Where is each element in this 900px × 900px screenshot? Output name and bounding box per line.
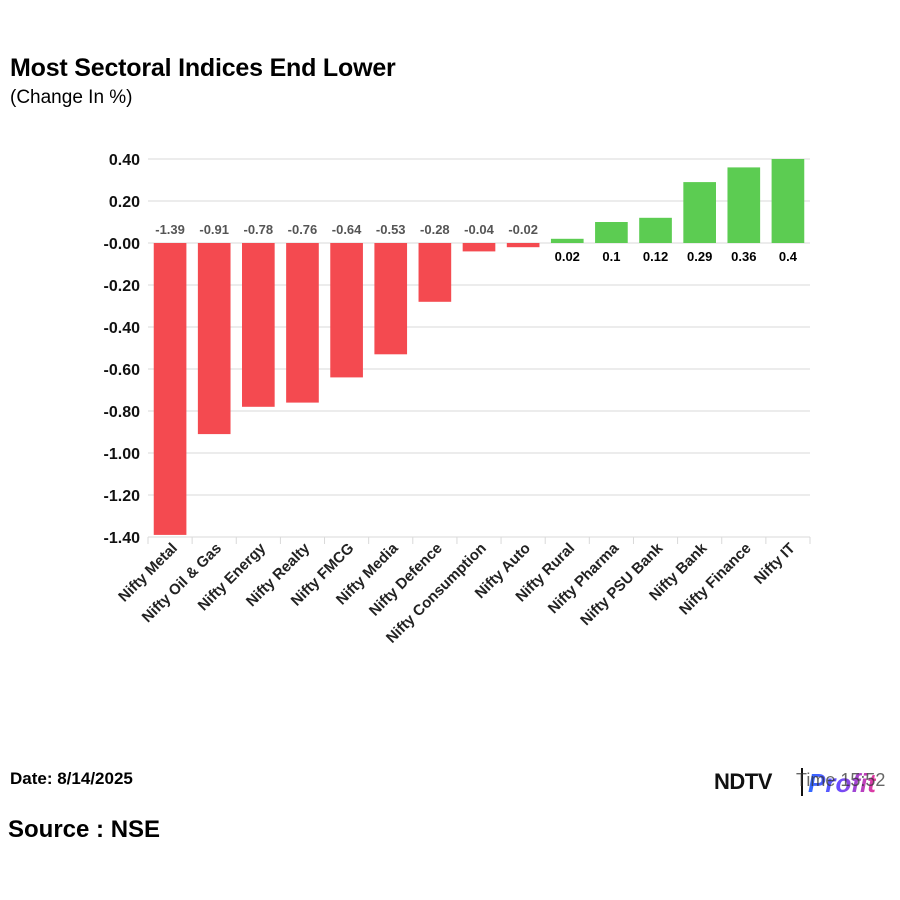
y-tick-label: -0.80 [104,404,141,421]
profit-logo-text: Profit [808,768,876,798]
source-label: Source : NSE [8,816,161,843]
ndtv-profit-logo: NDTV Profit Time 15:52 [714,766,894,798]
bar [639,217,672,243]
bar [771,159,805,243]
bar [727,167,761,243]
y-tick-label: -0.60 [104,362,141,379]
data-label: -0.53 [376,222,406,237]
y-tick-label: -1.40 [104,530,141,547]
x-tick-label: Nifty IT [751,540,799,588]
data-label: 0.1 [602,249,620,264]
bar-chart: 0.40 0.20 -0.00 -0.20 -0.40 -0.60 -0.80 -1.00 -1… [104,152,811,647]
bar [418,243,452,302]
y-tick-label: -0.20 [104,278,141,295]
data-label: -0.04 [464,222,494,237]
bar [330,243,363,378]
y-tick-label: -1.20 [104,488,141,505]
bar [197,243,231,435]
date-label: Date: 8/14/2025 [10,769,133,788]
data-label: 0.4 [779,249,798,264]
chart-subtitle: (Change In %) [10,87,133,108]
bar [683,182,716,243]
bar [550,238,584,243]
bar [153,243,187,535]
data-label: 0.02 [555,249,580,264]
chart-title: Most Sectoral Indices End Lower [10,54,396,82]
bar [506,243,540,248]
data-label: 0.29 [687,249,712,264]
bar [595,222,628,243]
data-label: 0.12 [643,249,668,264]
y-tick-label: 0.20 [109,194,140,211]
data-label: -0.78 [244,222,274,237]
data-label: -0.28 [420,222,450,237]
time-overlay-text: Time 15:52 [796,770,886,790]
bar [242,243,275,407]
y-tick-label: 0.40 [109,152,140,169]
x-tick-label: Nifty Oil & Gas [139,540,225,626]
bar [374,243,408,355]
y-tick-label: -0.00 [104,236,141,253]
bar [286,243,319,403]
data-label: -1.39 [155,222,185,237]
data-label: -0.64 [332,222,362,237]
y-tick-label: -0.40 [104,320,141,337]
data-label: -0.02 [508,222,538,237]
ndtv-logo-text: NDTV [714,769,772,794]
data-label: -0.76 [288,222,318,237]
bar [462,243,496,252]
data-label: 0.36 [731,249,756,264]
logo-divider [801,768,803,796]
data-label: -0.91 [199,222,229,237]
y-tick-label: -1.00 [104,446,141,463]
